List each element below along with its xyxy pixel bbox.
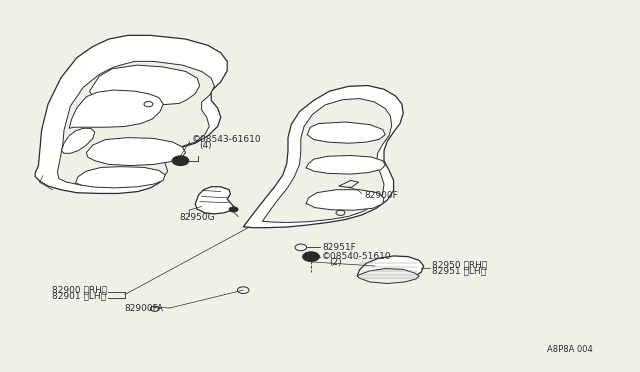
Text: 82900 〈RH〉: 82900 〈RH〉 [52,286,108,295]
Polygon shape [76,167,165,188]
Text: A8P8A 004: A8P8A 004 [547,345,593,354]
Text: (4): (4) [200,141,212,150]
Text: 82901 〈LH〉: 82901 〈LH〉 [52,292,106,301]
Text: S: S [178,156,183,165]
Polygon shape [262,99,392,222]
Polygon shape [61,128,95,153]
Polygon shape [90,65,200,105]
Polygon shape [195,187,234,214]
Polygon shape [357,269,419,283]
Text: 82900F: 82900F [365,191,399,200]
Circle shape [229,207,238,212]
Polygon shape [306,155,385,174]
Text: S: S [308,252,314,261]
Text: 82951 〈LH〉: 82951 〈LH〉 [432,266,486,275]
Polygon shape [306,190,384,210]
Text: (2): (2) [330,258,342,267]
Text: 82950 〈RH〉: 82950 〈RH〉 [432,260,487,269]
Polygon shape [307,122,385,143]
Polygon shape [86,138,186,166]
Polygon shape [357,256,424,280]
Text: 82951F: 82951F [322,243,356,252]
Polygon shape [35,35,227,193]
Text: 82950G: 82950G [179,213,215,222]
Circle shape [303,252,319,262]
Polygon shape [69,90,163,128]
Polygon shape [58,61,214,186]
Text: 82900FA: 82900FA [125,304,164,313]
Circle shape [172,156,189,166]
Text: ©08543-61610: ©08543-61610 [192,135,262,144]
Polygon shape [243,86,403,228]
Text: ©08540-51610: ©08540-51610 [322,252,392,261]
